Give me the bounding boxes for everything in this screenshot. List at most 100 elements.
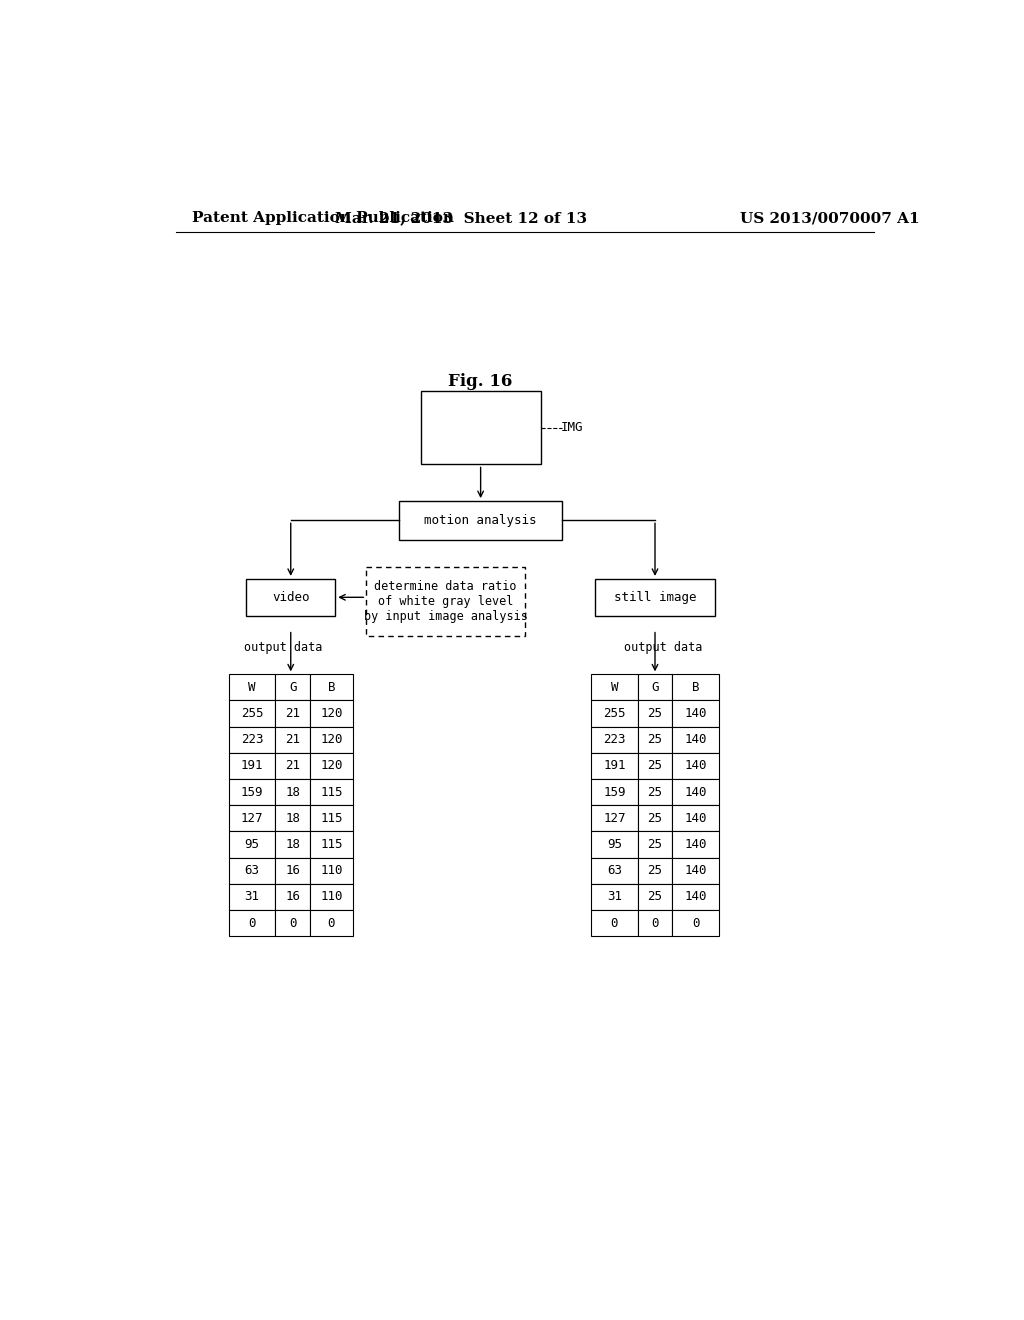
Bar xyxy=(275,832,310,858)
Bar xyxy=(275,779,310,805)
Bar xyxy=(591,884,638,909)
Text: 120: 120 xyxy=(321,708,343,721)
Bar xyxy=(275,752,310,779)
Text: 25: 25 xyxy=(647,890,663,903)
Bar xyxy=(310,752,352,779)
Text: output data: output data xyxy=(624,640,701,653)
Bar xyxy=(228,909,275,936)
Bar xyxy=(673,752,719,779)
Bar xyxy=(275,726,310,752)
Text: 16: 16 xyxy=(286,865,300,878)
Bar xyxy=(310,675,352,701)
Bar xyxy=(228,832,275,858)
Text: 0: 0 xyxy=(692,916,699,929)
Bar xyxy=(591,909,638,936)
Bar xyxy=(310,726,352,752)
Bar xyxy=(638,858,673,884)
Text: 63: 63 xyxy=(607,865,622,878)
Bar xyxy=(421,391,541,465)
Bar xyxy=(310,701,352,726)
Text: still image: still image xyxy=(613,591,696,603)
Bar xyxy=(310,909,352,936)
Bar xyxy=(275,701,310,726)
Text: 0: 0 xyxy=(610,916,618,929)
Text: 127: 127 xyxy=(241,812,263,825)
Text: 159: 159 xyxy=(241,785,263,799)
Bar xyxy=(228,752,275,779)
Bar xyxy=(638,752,673,779)
Text: 140: 140 xyxy=(684,890,707,903)
Text: 223: 223 xyxy=(603,733,626,746)
Text: B: B xyxy=(692,681,699,694)
Text: G: G xyxy=(289,681,296,694)
Text: 21: 21 xyxy=(286,759,300,772)
Text: motion analysis: motion analysis xyxy=(424,513,537,527)
Bar xyxy=(638,832,673,858)
Text: 127: 127 xyxy=(603,812,626,825)
Text: 110: 110 xyxy=(321,890,343,903)
Text: 21: 21 xyxy=(286,733,300,746)
Bar xyxy=(228,726,275,752)
Text: 16: 16 xyxy=(286,890,300,903)
Bar xyxy=(638,779,673,805)
Bar xyxy=(673,832,719,858)
Bar xyxy=(310,805,352,832)
Text: 255: 255 xyxy=(241,708,263,721)
Text: 18: 18 xyxy=(286,812,300,825)
Text: 18: 18 xyxy=(286,838,300,851)
Bar xyxy=(638,909,673,936)
Bar xyxy=(310,884,352,909)
Text: 25: 25 xyxy=(647,733,663,746)
Bar xyxy=(228,805,275,832)
Bar xyxy=(638,884,673,909)
Text: 95: 95 xyxy=(607,838,622,851)
Bar xyxy=(275,858,310,884)
Text: 255: 255 xyxy=(603,708,626,721)
Bar xyxy=(591,805,638,832)
Bar xyxy=(399,502,562,540)
Bar xyxy=(228,884,275,909)
Text: 191: 191 xyxy=(241,759,263,772)
Bar xyxy=(638,805,673,832)
Text: video: video xyxy=(272,591,309,603)
Text: 31: 31 xyxy=(607,890,622,903)
Text: 25: 25 xyxy=(647,865,663,878)
Text: 140: 140 xyxy=(684,759,707,772)
Bar xyxy=(246,578,335,615)
Text: 120: 120 xyxy=(321,759,343,772)
Text: 63: 63 xyxy=(245,865,259,878)
Bar xyxy=(310,779,352,805)
Text: output data: output data xyxy=(244,640,323,653)
Bar xyxy=(638,726,673,752)
Text: Patent Application Publication: Patent Application Publication xyxy=(191,211,454,226)
Text: 21: 21 xyxy=(286,708,300,721)
Text: US 2013/0070007 A1: US 2013/0070007 A1 xyxy=(740,211,920,226)
Text: 115: 115 xyxy=(321,812,343,825)
Text: B: B xyxy=(328,681,335,694)
Bar xyxy=(591,832,638,858)
Bar xyxy=(275,805,310,832)
Text: 191: 191 xyxy=(603,759,626,772)
Bar xyxy=(367,566,525,636)
Bar xyxy=(275,675,310,701)
Bar xyxy=(310,832,352,858)
Text: 223: 223 xyxy=(241,733,263,746)
Text: G: G xyxy=(651,681,658,694)
Text: 120: 120 xyxy=(321,733,343,746)
Text: 0: 0 xyxy=(289,916,296,929)
Text: 140: 140 xyxy=(684,785,707,799)
Bar xyxy=(673,805,719,832)
Text: 140: 140 xyxy=(684,838,707,851)
Text: 115: 115 xyxy=(321,785,343,799)
Text: 0: 0 xyxy=(651,916,658,929)
Bar xyxy=(673,779,719,805)
Text: 95: 95 xyxy=(245,838,259,851)
Bar xyxy=(275,884,310,909)
Text: 25: 25 xyxy=(647,759,663,772)
Bar xyxy=(638,701,673,726)
Bar xyxy=(673,726,719,752)
Bar xyxy=(673,884,719,909)
Bar xyxy=(228,858,275,884)
Text: Mar. 21, 2013  Sheet 12 of 13: Mar. 21, 2013 Sheet 12 of 13 xyxy=(335,211,588,226)
Bar xyxy=(591,675,638,701)
